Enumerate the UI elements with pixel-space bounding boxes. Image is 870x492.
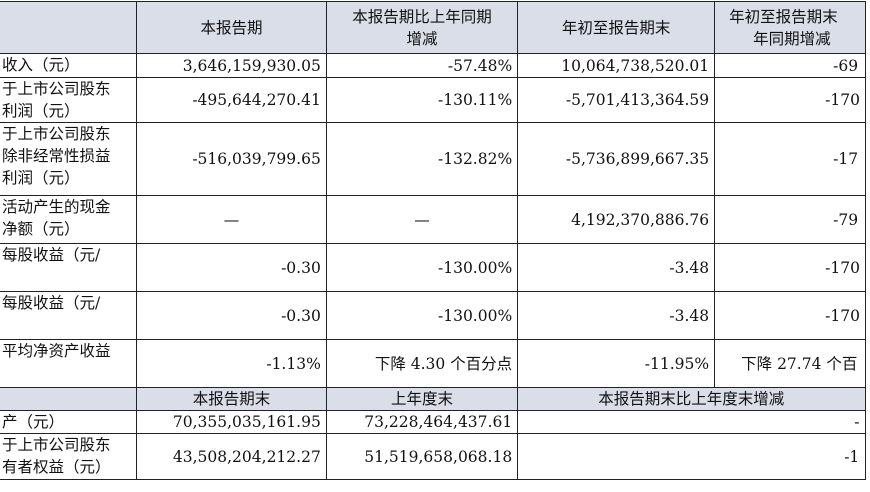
row-label: 平均净资产收益 xyxy=(0,339,138,388)
value-ytd: -5,736,899,667.35 xyxy=(517,122,716,196)
value-yoy-change: -130.00% xyxy=(325,291,519,340)
row-label-line: 利润（元） xyxy=(2,102,80,120)
header2-prior-year-end: 上年度末 xyxy=(325,387,519,411)
value-change: -1 xyxy=(517,433,866,480)
table-header-row-2: 本报告期末 上年度末 本报告期末比上年度末增减 xyxy=(0,387,866,411)
value-ytd: -3.48 xyxy=(517,291,716,340)
table-row: 活动产生的现金 净额（元） — — 4,192,370,886.76 -79 xyxy=(0,195,866,244)
row-label-line: 净额（元） xyxy=(2,220,80,238)
row-label-line: 产（元） xyxy=(2,413,65,431)
value-ytd-change-text: -170 xyxy=(825,306,860,325)
value-ytd-change: -69 xyxy=(714,53,866,78)
row-label: 于上市公司股东 有者权益（元） xyxy=(0,433,138,480)
header-ytd-change: 年初至报告期末 年同期增减 xyxy=(714,1,866,54)
table-row: 于上市公司股东 有者权益（元） 43,508,204,212.27 51,519… xyxy=(0,433,866,480)
value-ytd: -11.95% xyxy=(517,339,716,388)
row-label-line: 利润（元） xyxy=(2,169,80,187)
header-yoy-change-line1: 本报告期比上年同期 xyxy=(352,7,492,26)
value-ytd-change: -170 xyxy=(714,77,866,123)
row-label-line: 于上市公司股东 xyxy=(2,436,111,454)
value-ytd-change: -79 xyxy=(714,195,866,244)
table-row: 平均净资产收益 -1.13% 下降 4.30 个百分点 -11.95% 下降 2… xyxy=(0,339,866,388)
value-ytd: 4,192,370,886.76 xyxy=(517,195,716,244)
header2-label-cell xyxy=(0,387,138,411)
row-label: 每股收益（元/ xyxy=(0,243,138,292)
row-label-line: 平均净资产收益 xyxy=(2,342,111,360)
value-yoy-change: 下降 4.30 个百分点 xyxy=(325,339,519,388)
header2-period-end: 本报告期末 xyxy=(136,387,327,411)
row-label-line: 于上市公司股东 xyxy=(2,80,111,98)
value-ytd-change-text: -69 xyxy=(833,56,859,75)
row-label-line: 每股收益（元/ xyxy=(2,246,101,264)
value-ytd-change: -17 xyxy=(714,122,866,196)
value-prior-year-end: 51,519,658,068.18 xyxy=(325,433,519,480)
value-ytd: -3.48 xyxy=(517,243,716,292)
table-row: 于上市公司股东 利润（元） -495,644,270.41 -130.11% -… xyxy=(0,77,866,123)
row-label: 于上市公司股东 利润（元） xyxy=(0,77,138,123)
header-ytd-change-line1: 年初至报告期末 xyxy=(729,7,838,26)
table-row: 收入（元） 3,646,159,930.05 -57.48% 10,064,73… xyxy=(0,53,866,78)
value-current-period: -0.30 xyxy=(136,243,327,292)
table-row: 每股收益（元/ -0.30 -130.00% -3.48 -170 xyxy=(0,243,866,292)
header2-change: 本报告期末比上年度末增减 xyxy=(517,387,866,411)
value-yoy-change: -130.00% xyxy=(325,243,519,292)
value-current-period: -1.13% xyxy=(136,339,327,388)
table-row: 产（元） 70,355,035,161.95 73,228,464,437.61… xyxy=(0,410,866,434)
value-current-period: -495,644,270.41 xyxy=(136,77,327,123)
value-ytd-change: -170 xyxy=(714,291,866,340)
value-period-end: 43,508,204,212.27 xyxy=(136,433,327,480)
value-ytd: 10,064,738,520.01 xyxy=(517,53,716,78)
value-ytd-change: 下降 27.74 个百 xyxy=(714,339,866,388)
header-ytd-change-line2: 年同期增减 xyxy=(753,29,831,48)
value-current-period: -516,039,799.65 xyxy=(136,122,327,196)
header-yoy-change-line2: 增减 xyxy=(406,29,438,48)
table-row: 于上市公司股东 除非经常性损益 利润（元） -516,039,799.65 -1… xyxy=(0,122,866,196)
value-ytd-change-text: -170 xyxy=(825,258,860,277)
value-change-text: - xyxy=(854,413,860,431)
header-yoy-change: 本报告期比上年同期 增减 xyxy=(325,1,519,54)
header-label-cell xyxy=(0,1,138,54)
header-ytd: 年初至报告期末 xyxy=(517,1,716,54)
value-change-text: -1 xyxy=(844,447,860,466)
value-prior-year-end: 73,228,464,437.61 xyxy=(325,410,519,434)
header-current-period: 本报告期 xyxy=(136,1,327,54)
row-label-line: 于上市公司股东 xyxy=(2,125,111,143)
value-current-period: -0.30 xyxy=(136,291,327,340)
row-label: 活动产生的现金 净额（元） xyxy=(0,195,138,244)
value-ytd-change: -170 xyxy=(714,243,866,292)
value-ytd: -5,701,413,364.59 xyxy=(517,77,716,123)
row-label-line: 活动产生的现金 xyxy=(2,198,111,216)
value-ytd-change-text: -170 xyxy=(825,91,860,109)
value-yoy-change: -57.48% xyxy=(325,53,519,78)
value-ytd-change-text: -79 xyxy=(833,210,859,229)
value-ytd-change-text: 下降 27.74 个百 xyxy=(741,354,858,373)
table-header-row: 本报告期 本报告期比上年同期 增减 年初至报告期末 年初至报告期末 年同期增减 xyxy=(0,1,866,54)
row-label-line: 有者权益（元） xyxy=(2,458,111,476)
value-current-period: — xyxy=(136,195,327,244)
row-label: 收入（元） xyxy=(0,53,138,78)
value-yoy-change: -132.82% xyxy=(325,122,519,196)
value-yoy-change: — xyxy=(325,195,519,244)
row-label: 产（元） xyxy=(0,410,138,434)
financial-summary-table: 本报告期 本报告期比上年同期 增减 年初至报告期末 年初至报告期末 年同期增减 … xyxy=(0,1,866,480)
value-ytd-change-text: -17 xyxy=(833,150,859,168)
row-label-line: 除非经常性损益 xyxy=(2,147,111,165)
row-label-line: 收入（元） xyxy=(2,56,80,74)
value-current-period: 3,646,159,930.05 xyxy=(136,53,327,78)
table-row: 每股收益（元/ -0.30 -130.00% -3.48 -170 xyxy=(0,291,866,340)
value-period-end: 70,355,035,161.95 xyxy=(136,410,327,434)
value-change: - xyxy=(517,410,866,434)
row-label-line: 每股收益（元/ xyxy=(2,294,101,312)
row-label: 每股收益（元/ xyxy=(0,291,138,340)
row-label: 于上市公司股东 除非经常性损益 利润（元） xyxy=(0,122,138,196)
value-yoy-change: -130.11% xyxy=(325,77,519,123)
